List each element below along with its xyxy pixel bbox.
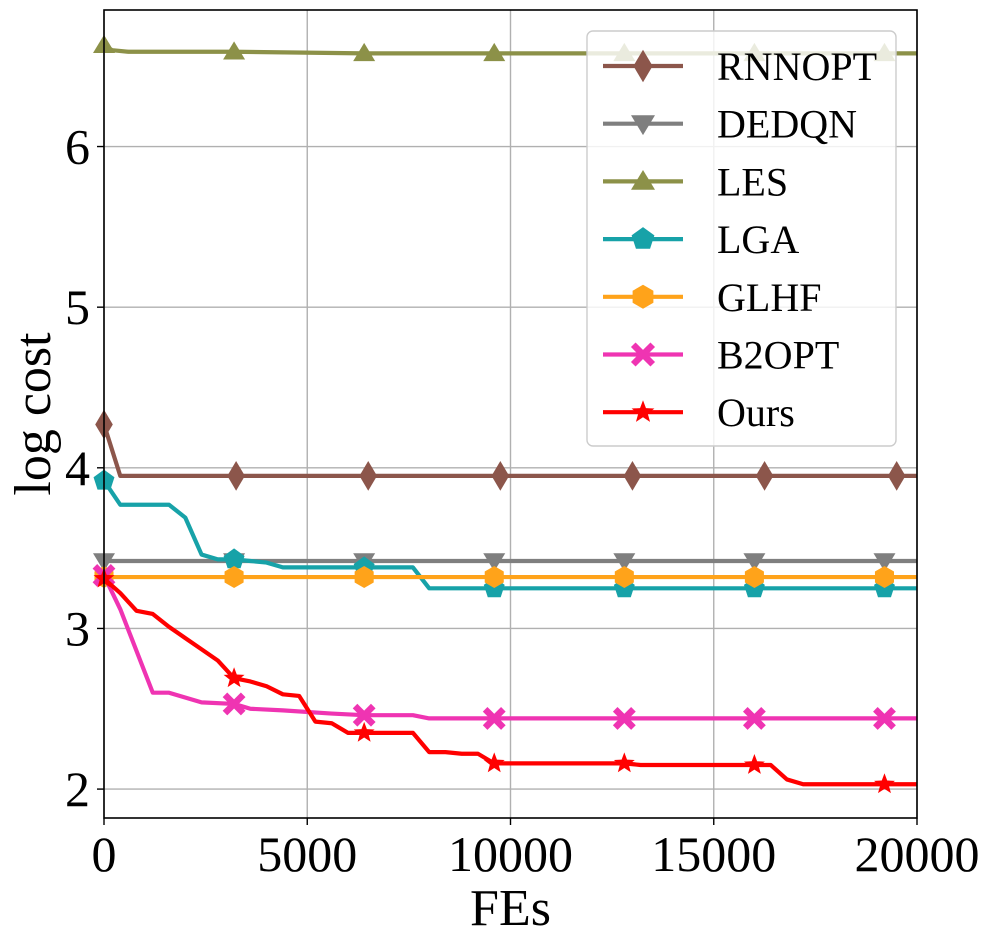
series-marker-les [353, 42, 376, 62]
legend-item-lga: LGA [603, 217, 799, 262]
x-tick-label: 15000 [651, 826, 776, 882]
x-tick-label: 0 [92, 826, 117, 882]
legend-label-ours: Ours [717, 390, 795, 435]
series-marker-b2opt [352, 703, 376, 727]
series-rnnopt [95, 409, 917, 491]
series-marker-b2opt [482, 706, 506, 730]
series-marker-b2opt-stroke [222, 692, 246, 716]
series-marker-rnnopt [755, 460, 774, 491]
legend-label-les: LES [717, 159, 788, 204]
series-line-ours [102, 577, 917, 787]
legend-marker-rnnopt [633, 49, 653, 83]
series-marker-rnnopt [887, 460, 906, 491]
series-marker-glhf [614, 566, 634, 589]
legend-label-dedqn: DEDQN [717, 102, 857, 147]
series-marker-glhf [874, 566, 895, 589]
legend-marker-glhf [632, 284, 654, 309]
series-marker-dedqn [873, 553, 896, 572]
series-line-rnnopt [101, 423, 917, 478]
series-marker-glhf [744, 566, 764, 589]
series-marker-ours [223, 667, 245, 688]
series-marker-rnnopt [227, 460, 245, 491]
series-marker-les [483, 42, 506, 62]
series-marker-glhf [224, 566, 244, 589]
x-tick-label: 10000 [448, 826, 573, 882]
tick-labels: 0 5000 10000 15000 20000 2 3 4 5 6 [65, 119, 980, 882]
legend-item-b2opt: B2OPT [603, 333, 839, 378]
series-marker-b2opt [612, 706, 636, 730]
series-marker-ours [743, 753, 765, 774]
legend-marker-b2opt-stroke [630, 342, 656, 367]
series-layer [92, 34, 917, 794]
legend-marker-dedqn [631, 115, 655, 136]
y-tick-label: 5 [65, 279, 90, 335]
series-marker-dedqn [743, 553, 766, 572]
y-tick-label: 6 [65, 119, 90, 175]
series-marker-b2opt-stroke [873, 706, 896, 730]
y-tick-label: 3 [65, 600, 90, 656]
legend-label-rnnopt: RNNOPT [717, 44, 877, 89]
x-axis-title: FEs [470, 880, 551, 937]
legend: RNNOPT DEDQN LES LGA GLHF B2OPT Ours [586, 30, 897, 447]
legend-box [586, 30, 897, 447]
legend-marker-les [631, 170, 655, 190]
legend-item-les: LES [603, 159, 788, 204]
series-marker-b2opt-stroke [742, 706, 766, 730]
series-marker-b2opt-stroke [482, 706, 506, 730]
series-marker-b2opt-stroke [352, 703, 376, 727]
x-tick-label: 20000 [855, 826, 980, 882]
series-marker-glhf [354, 566, 374, 589]
series-line-lga [102, 479, 917, 591]
legend-item-glhf: GLHF [603, 275, 821, 320]
y-axis-title: log cost [5, 332, 62, 496]
series-glhf [94, 566, 917, 589]
legend-item-rnnopt: RNNOPT [603, 44, 877, 89]
series-marker-b2opt [742, 706, 766, 730]
y-tick-label: 2 [65, 761, 90, 817]
series-line-b2opt [102, 574, 917, 721]
series-marker-rnnopt [359, 460, 378, 491]
legend-label-glhf: GLHF [717, 275, 821, 320]
tick-marks [97, 145, 918, 825]
legend-label-b2opt: B2OPT [717, 333, 839, 378]
series-marker-lga [223, 548, 245, 569]
y-tick-label: 4 [65, 440, 90, 496]
legend-marker-ours [631, 400, 655, 422]
series-marker-les [223, 41, 246, 60]
series-marker-ours [353, 721, 375, 742]
series-marker-b2opt-stroke [612, 706, 636, 730]
series-marker-rnnopt [623, 460, 642, 491]
series-marker-ours [483, 752, 505, 773]
legend-label-lga: LGA [717, 217, 799, 262]
series-marker-dedqn [613, 553, 636, 572]
legend-marker-lga [631, 227, 655, 249]
series-marker-b2opt [873, 706, 896, 730]
series-marker-ours [874, 773, 895, 794]
series-marker-rnnopt [491, 460, 510, 491]
legend-item-dedqn: DEDQN [603, 102, 857, 147]
legend-item-ours: Ours [603, 390, 795, 435]
series-marker-ours [613, 752, 635, 773]
series-marker-glhf [484, 566, 504, 589]
x-tick-label: 5000 [257, 826, 357, 882]
series-marker-b2opt [222, 692, 246, 716]
series-marker-dedqn [483, 553, 506, 572]
legend-marker-b2opt [630, 342, 656, 367]
